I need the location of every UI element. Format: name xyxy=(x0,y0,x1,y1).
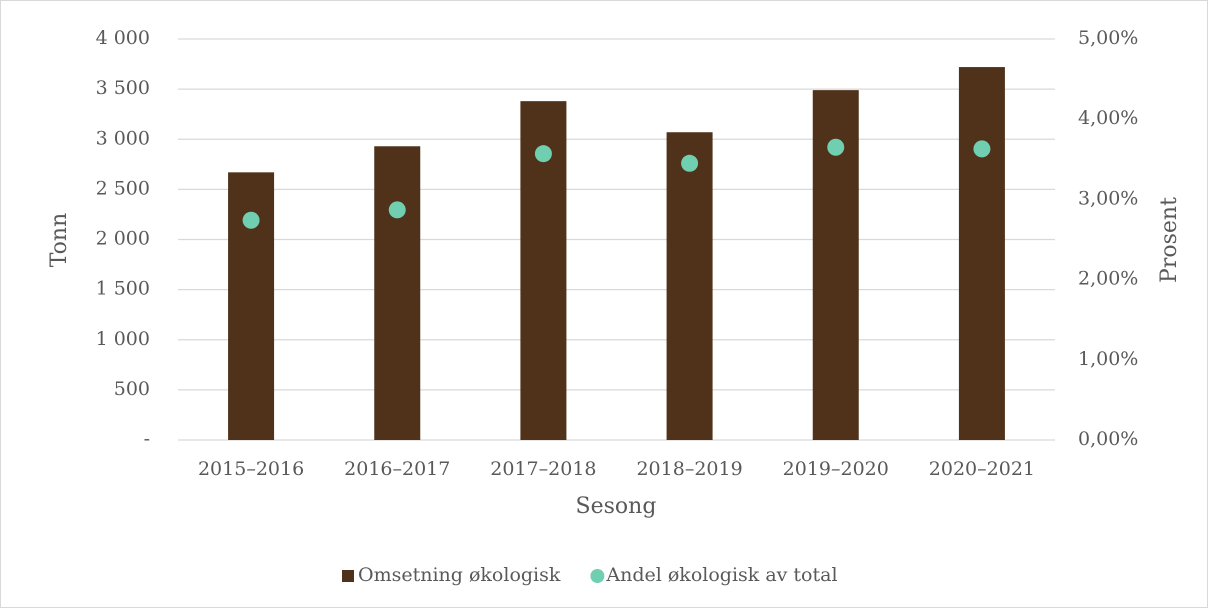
legend-swatch xyxy=(342,570,354,582)
y-tick-label: 3 500 xyxy=(96,77,150,99)
bar xyxy=(666,132,713,441)
y-tick-label: 1 000 xyxy=(96,328,150,350)
y-tick-label: 1 500 xyxy=(96,278,150,300)
legend-swatch xyxy=(590,569,605,583)
bar xyxy=(958,67,1005,440)
x-axis-title: Sesong xyxy=(576,494,657,519)
x-tick-label: 2016–2017 xyxy=(344,458,450,480)
point xyxy=(388,201,406,219)
x-tick-label: 2017–2018 xyxy=(490,458,596,480)
y-tick-label: 2 500 xyxy=(96,177,150,199)
y2-tick-label: 2,00% xyxy=(1078,268,1138,290)
y-axis-title: Tonn xyxy=(47,213,72,268)
bar xyxy=(374,146,421,440)
x-tick-label: 2019–2020 xyxy=(783,458,889,480)
y2-tick-label: 4,00% xyxy=(1078,107,1138,129)
point xyxy=(534,145,552,163)
x-tick-label: 2020–2021 xyxy=(929,458,1035,480)
x-tick-label: 2015–2016 xyxy=(198,458,304,480)
legend-label: Omsetning økologisk xyxy=(358,564,561,586)
point xyxy=(242,211,260,229)
y2-axis-title: Prosent xyxy=(1157,197,1182,283)
x-tick-label: 2018–2019 xyxy=(636,458,742,480)
point xyxy=(681,154,699,172)
y-tick-label: 4 000 xyxy=(96,27,150,49)
y-tick-label: 500 xyxy=(114,378,150,400)
point xyxy=(827,138,845,156)
y-tick-label: - xyxy=(144,428,150,450)
legend-label: Andel økologisk av total xyxy=(605,564,837,586)
y-tick-label: 3 000 xyxy=(96,127,150,149)
y2-tick-label: 0,00% xyxy=(1078,428,1138,450)
y-tick-label: 2 000 xyxy=(96,228,150,250)
y2-tick-label: 5,00% xyxy=(1078,27,1138,49)
y2-tick-label: 3,00% xyxy=(1078,187,1138,209)
y2-tick-label: 1,00% xyxy=(1078,348,1138,370)
point xyxy=(973,140,991,158)
